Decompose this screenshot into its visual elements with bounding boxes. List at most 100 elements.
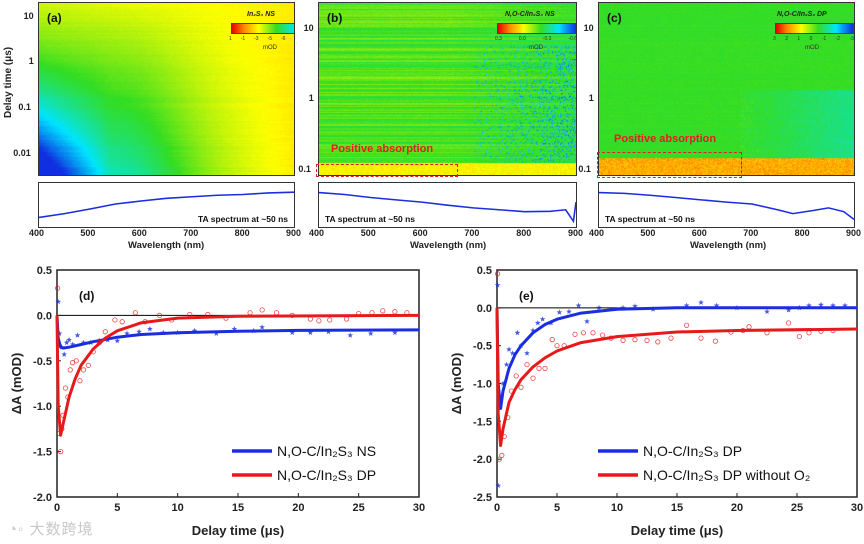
colorbar-title-c: N,O-C/In₂S₃ DP — [777, 11, 827, 18]
data-point — [112, 317, 118, 323]
fit-curve — [55, 315, 420, 350]
plot-frame — [56, 269, 420, 498]
x-tick-label: 800 — [234, 228, 250, 238]
data-point — [644, 337, 650, 343]
colorbar-tick-label: -3 — [254, 36, 259, 42]
data-point — [536, 365, 542, 371]
legend-label: N,O-C/In₂S₃ DP without O₂ — [643, 467, 810, 483]
data-point-star — [514, 329, 521, 336]
fit-curve — [55, 313, 420, 437]
data-point — [259, 307, 265, 313]
x-tick-label: 10 — [611, 502, 623, 514]
data-point-star — [806, 302, 812, 308]
x-tick-label: 500 — [640, 228, 656, 238]
spectrum-b: TA spectrum at ~50 ns — [318, 182, 577, 228]
heatmap-c: (c) N,O-C/In₂S₃ DP 3 2 1 0 -1 -2 -3 mOD — [598, 2, 855, 176]
colorbar-b — [497, 23, 576, 34]
y-tick-label: 0.01 — [13, 147, 31, 158]
data-point-star — [55, 298, 62, 305]
data-point — [327, 317, 333, 323]
data-point — [62, 385, 69, 391]
legend-label: N,O-C/In₂S₃ DP — [277, 467, 376, 483]
kinetics-chart-d: 0 5 10 15 20 25 30 0.5 0.0 -0.5 -1.0 -1.5 -2.0 Delay … — [9, 265, 425, 538]
data-point-star — [66, 336, 72, 343]
x-tick-label: 900 — [846, 228, 862, 238]
data-point-star — [764, 308, 770, 314]
y-tick-label: 10 — [23, 10, 34, 21]
x-tick-label: 400 — [29, 228, 45, 238]
x-tick-label: 30 — [413, 502, 425, 514]
y-tick-label: 10 — [303, 22, 314, 33]
data-point-star — [713, 302, 720, 308]
colorbar-tick-label: -3 — [849, 36, 854, 42]
panel-label: (d) — [79, 289, 94, 303]
data-point-star — [556, 309, 563, 315]
data-point — [712, 338, 718, 344]
x-tick-label: 800 — [516, 228, 532, 238]
data-point — [119, 319, 125, 325]
x-tick-label: 900 — [286, 228, 302, 238]
y-axis-label-top: Delay time (μs) — [3, 46, 14, 118]
spectrum-caption-c: TA spectrum at ~50 ns — [605, 214, 695, 224]
colorbar-tick-label: 0.0 — [518, 36, 526, 42]
data-point-star — [632, 303, 638, 309]
x-tick-label: 600 — [131, 228, 147, 238]
data-point — [655, 339, 661, 345]
colorbar-tick-label: 2 — [785, 36, 788, 42]
positive-absorption-label-b: Positive absorption — [331, 143, 434, 155]
watermark-logo: ◔◦ 大数跨境 — [8, 521, 94, 538]
x-tick-label: 400 — [309, 228, 325, 238]
data-point — [67, 367, 73, 373]
data-point — [55, 285, 61, 291]
legend-label: N,O-C/In₂S₃ DP — [643, 443, 742, 459]
colorbar-ticks-b: 0.3 0.0 -0.3 -0.6 — [495, 36, 576, 42]
colorbar-tick-label: -0.3 — [542, 36, 552, 42]
fit-curve — [495, 306, 857, 410]
data-point — [80, 367, 87, 373]
spectrum-caption-a: TA spectrum at ~50 ns — [198, 214, 288, 224]
data-point-star — [534, 320, 541, 326]
y-tick-label: 0.1 — [298, 163, 311, 174]
data-point — [316, 318, 322, 324]
data-point-star — [289, 329, 296, 336]
x-axis-label: Delay time (μs) — [631, 523, 724, 538]
data-point-star — [114, 337, 121, 344]
data-point-star — [830, 302, 836, 308]
x-axis-label-c: Wavelength (nm) — [690, 240, 767, 251]
data-point — [530, 375, 536, 381]
x-tick-label: 20 — [731, 502, 743, 514]
data-point-star — [566, 308, 572, 314]
y-tick-label: 0.0 — [477, 303, 492, 315]
colorbar-unit-c: mOD — [805, 45, 819, 51]
y-tick-label: -0.5 — [473, 341, 492, 353]
colorbar-tick-label: 0 — [809, 36, 813, 42]
y-tick-label: 1 — [28, 56, 34, 67]
data-point — [85, 362, 91, 368]
data-point — [590, 330, 596, 336]
y-tick-label: -1.5 — [473, 416, 492, 428]
x-axis-label-a: Wavelength (nm) — [128, 240, 205, 251]
data-point — [554, 343, 560, 349]
x-tick-label: 500 — [80, 228, 96, 238]
x-tick-label: 30 — [851, 502, 863, 514]
data-point-star — [530, 327, 536, 333]
data-point — [600, 332, 606, 338]
x-tick-label: 20 — [292, 502, 304, 514]
data-point — [392, 309, 398, 315]
y-tick-label: -1.5 — [33, 447, 52, 459]
colorbar-tick-label: -1 — [821, 36, 827, 42]
colorbar-tick-label: 1 — [229, 36, 232, 42]
data-point-star — [620, 304, 626, 311]
data-point-star — [347, 332, 354, 338]
data-point-star — [392, 329, 398, 336]
data-point — [73, 358, 79, 364]
x-axis-label-b: Wavelength (nm) — [410, 240, 487, 251]
data-point-star — [509, 350, 516, 356]
colorbar-tick-label: -2 — [835, 36, 841, 42]
panel-label-c: (c) — [607, 11, 622, 25]
data-point — [684, 322, 690, 328]
x-tick-label: 700 — [183, 228, 199, 238]
data-point-star — [575, 302, 582, 308]
colorbar-tick-label: 1 — [797, 36, 801, 42]
y-tick-label: -0.5 — [33, 356, 52, 368]
